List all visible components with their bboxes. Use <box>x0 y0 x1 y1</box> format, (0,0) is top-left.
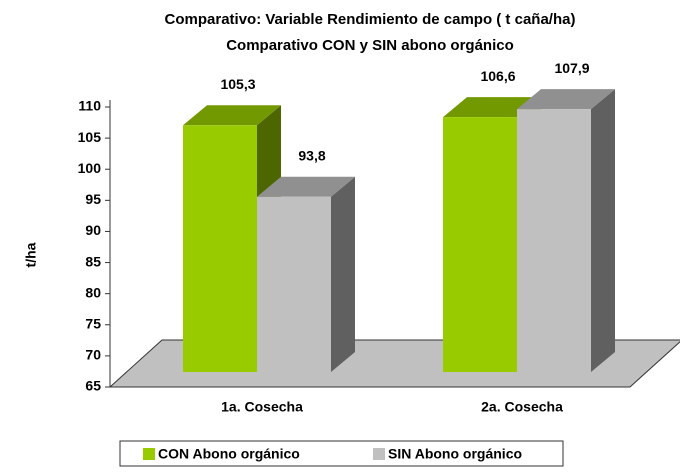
bar <box>257 176 355 372</box>
bar-side <box>331 176 355 372</box>
legend-swatch <box>143 448 155 460</box>
bar-front <box>443 117 517 373</box>
data-label: 107,9 <box>554 60 589 76</box>
x-tick-label: 1a. Cosecha <box>221 399 303 415</box>
data-label: 106,6 <box>480 68 515 84</box>
y-tick-label: 95 <box>85 191 101 207</box>
legend <box>119 440 564 467</box>
chart-subtitle: Comparativo CON y SIN abono orgánico <box>226 37 514 54</box>
bar <box>517 89 615 373</box>
y-tick-label: 110 <box>78 98 101 114</box>
y-axis-label: t/ha <box>23 242 39 267</box>
legend-label: SIN Abono orgánico <box>388 446 522 462</box>
legend-swatch <box>373 448 385 460</box>
bar-front <box>257 196 331 372</box>
x-tick-label: 2a. Cosecha <box>481 399 563 415</box>
y-tick-label: 80 <box>85 284 101 300</box>
data-label: 93,8 <box>298 148 325 164</box>
bar-front <box>517 109 591 373</box>
y-tick-label: 65 <box>85 378 101 394</box>
legend-label: CON Abono orgánico <box>158 446 300 462</box>
bar-front <box>183 125 257 372</box>
chart-title: Comparativo: Variable Rendimiento de cam… <box>165 11 576 28</box>
y-tick-label: 105 <box>78 129 102 145</box>
bar-top <box>443 97 541 118</box>
y-tick-label: 90 <box>85 222 101 238</box>
bar-top <box>183 105 281 126</box>
data-label: 105,3 <box>220 76 255 92</box>
y-tick-label: 85 <box>85 253 101 269</box>
bar-top <box>257 176 355 197</box>
y-tick-label: 100 <box>78 160 102 176</box>
bar-top <box>517 89 615 110</box>
y-tick-label: 70 <box>85 347 101 363</box>
y-tick-label: 75 <box>85 315 101 331</box>
bar-side <box>591 89 615 373</box>
